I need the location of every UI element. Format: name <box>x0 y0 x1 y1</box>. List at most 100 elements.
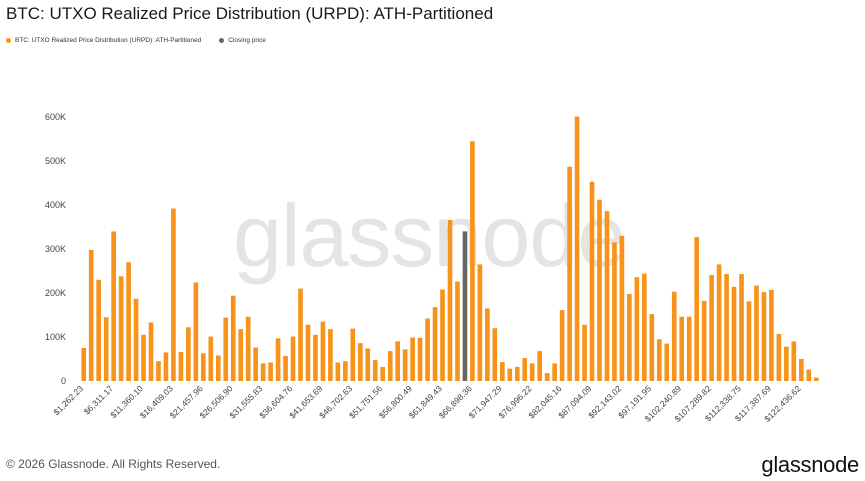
urpd-bar[interactable] <box>335 362 341 381</box>
urpd-bar[interactable] <box>619 235 625 381</box>
urpd-bar[interactable] <box>201 353 206 381</box>
urpd-bar[interactable] <box>238 329 244 381</box>
urpd-bar[interactable] <box>671 291 677 381</box>
urpd-bar[interactable] <box>544 373 550 381</box>
urpd-bar[interactable] <box>597 199 602 381</box>
urpd-bar[interactable] <box>357 343 363 381</box>
urpd-bar[interactable] <box>126 262 131 381</box>
urpd-bar[interactable] <box>305 324 311 381</box>
urpd-bar[interactable] <box>447 219 453 381</box>
urpd-bar[interactable] <box>455 281 460 381</box>
urpd-bar[interactable] <box>724 274 729 381</box>
urpd-bar[interactable] <box>761 292 767 381</box>
urpd-bar[interactable] <box>739 274 744 381</box>
urpd-bar[interactable] <box>141 334 146 381</box>
urpd-bar[interactable] <box>417 337 423 381</box>
urpd-bar[interactable] <box>492 328 498 381</box>
urpd-bar[interactable] <box>215 355 221 381</box>
urpd-bar[interactable] <box>328 329 333 381</box>
urpd-bar[interactable] <box>507 368 513 381</box>
urpd-bar[interactable] <box>589 181 595 381</box>
urpd-bar[interactable] <box>395 341 400 381</box>
urpd-bar[interactable] <box>372 359 378 381</box>
urpd-bar[interactable] <box>275 338 281 381</box>
urpd-bar[interactable] <box>290 336 296 381</box>
urpd-bar[interactable] <box>230 295 236 381</box>
urpd-bar[interactable] <box>410 337 415 381</box>
urpd-bar[interactable] <box>686 316 692 381</box>
urpd-bar[interactable] <box>514 366 520 381</box>
urpd-bar[interactable] <box>799 359 804 381</box>
urpd-bar[interactable] <box>634 277 640 381</box>
urpd-bar[interactable] <box>148 322 154 381</box>
urpd-bar[interactable] <box>440 289 445 381</box>
urpd-bar[interactable] <box>402 349 408 381</box>
urpd-bar[interactable] <box>769 289 774 381</box>
urpd-bar[interactable] <box>387 351 393 381</box>
urpd-bar[interactable] <box>656 339 662 381</box>
urpd-bar[interactable] <box>627 293 632 381</box>
urpd-bar[interactable] <box>245 316 251 381</box>
urpd-bar[interactable] <box>559 310 565 381</box>
urpd-bar[interactable] <box>163 352 169 381</box>
urpd-bar[interactable] <box>260 363 266 381</box>
urpd-bar[interactable] <box>253 347 258 381</box>
urpd-bar[interactable] <box>754 285 759 381</box>
urpd-bar[interactable] <box>313 334 318 381</box>
urpd-bar[interactable] <box>784 346 789 381</box>
urpd-bar[interactable] <box>268 362 273 381</box>
urpd-bar[interactable] <box>529 363 535 381</box>
urpd-bar[interactable] <box>343 361 348 381</box>
urpd-bar[interactable] <box>193 282 199 381</box>
urpd-bar[interactable] <box>537 351 543 381</box>
urpd-bar[interactable] <box>186 327 191 381</box>
urpd-bar[interactable] <box>380 366 386 381</box>
urpd-bar[interactable] <box>731 286 737 381</box>
urpd-bar[interactable] <box>118 276 124 381</box>
legend-item-urpd[interactable]: BTC: UTXO Realized Price Distribution (U… <box>6 37 201 44</box>
urpd-bar[interactable] <box>470 141 475 381</box>
urpd-bar[interactable] <box>701 300 707 381</box>
urpd-bar[interactable] <box>716 264 722 381</box>
urpd-bar[interactable] <box>320 321 326 381</box>
urpd-bar[interactable] <box>485 308 490 381</box>
urpd-bar[interactable] <box>81 348 87 381</box>
urpd-bar[interactable] <box>223 317 229 381</box>
urpd-bar[interactable] <box>111 231 116 381</box>
urpd-bar[interactable] <box>171 208 176 381</box>
urpd-bar[interactable] <box>649 314 655 381</box>
urpd-bar[interactable] <box>208 336 214 381</box>
urpd-bar[interactable] <box>694 237 699 381</box>
urpd-bar[interactable] <box>96 279 101 381</box>
urpd-bar[interactable] <box>350 328 356 381</box>
urpd-bar[interactable] <box>746 301 752 381</box>
urpd-bar[interactable] <box>298 288 303 381</box>
urpd-bar[interactable] <box>103 317 109 381</box>
urpd-bar[interactable] <box>813 377 819 381</box>
urpd-bar[interactable] <box>156 361 161 381</box>
closing-price-bar[interactable] <box>462 231 468 381</box>
urpd-bar[interactable] <box>776 333 782 381</box>
urpd-bar[interactable] <box>522 358 528 381</box>
urpd-bar[interactable] <box>567 166 572 381</box>
urpd-bar[interactable] <box>642 273 647 381</box>
urpd-bar[interactable] <box>552 363 557 381</box>
legend-item-closing[interactable]: Closing price <box>219 37 266 44</box>
urpd-bar[interactable] <box>791 341 797 381</box>
urpd-bar[interactable] <box>133 298 139 381</box>
urpd-bar[interactable] <box>500 362 505 381</box>
urpd-bar[interactable] <box>425 318 430 381</box>
urpd-bar[interactable] <box>709 274 714 381</box>
urpd-bar[interactable] <box>365 348 371 381</box>
urpd-bar[interactable] <box>283 355 288 381</box>
urpd-bar[interactable] <box>604 211 610 381</box>
urpd-bar[interactable] <box>432 307 438 381</box>
urpd-bar[interactable] <box>679 316 685 381</box>
urpd-bar[interactable] <box>574 116 580 381</box>
urpd-bar[interactable] <box>178 351 184 381</box>
urpd-bar[interactable] <box>582 324 587 381</box>
urpd-bar[interactable] <box>664 343 670 381</box>
urpd-bar[interactable] <box>477 264 483 381</box>
urpd-bar[interactable] <box>806 369 812 381</box>
urpd-bar[interactable] <box>612 242 617 381</box>
